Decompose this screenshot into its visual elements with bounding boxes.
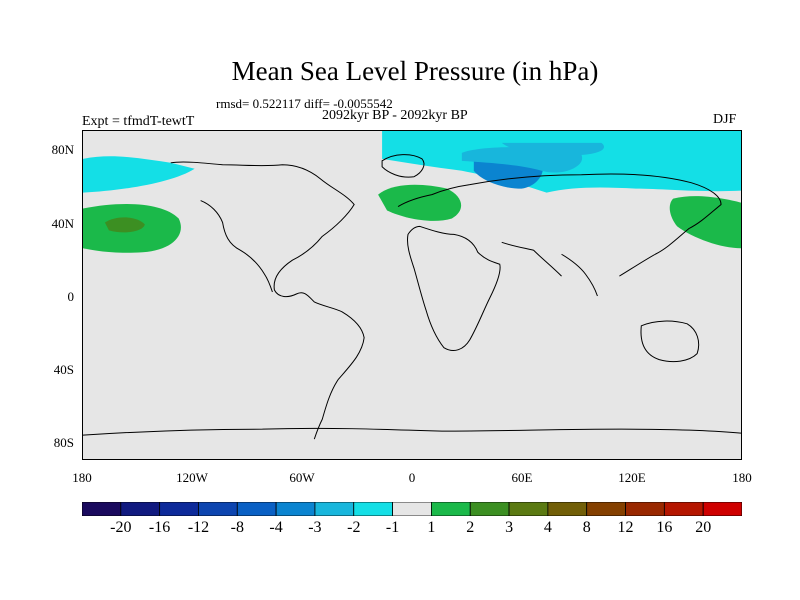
lon-label-60w: 60W [289,470,315,485]
lat-label-0: 0 [67,289,75,304]
colorbar-label: 3 [505,519,514,536]
colorbar-label: -2 [347,519,361,536]
lon-label-120w: 120W [176,470,208,485]
lon-label-180e: 180 [732,470,752,485]
period-text: 2092kyr BP - 2092kyr BP [322,108,468,123]
colorbar-label: 12 [617,519,634,536]
lat-label-80n: 80N [51,142,74,157]
map-title: Mean Sea Level Pressure (in hPa) [231,56,599,86]
colorbar-cell [82,502,122,516]
colorbar-cell [314,502,355,516]
coastlines [83,154,741,440]
colorbar-cell [275,502,316,516]
lat-label-40s: 40S [53,362,74,377]
pos-anomaly-west-pacific [669,196,741,249]
colorbar-label: 4 [543,519,552,536]
experiment-label: Expt = tfmdT-tewtT [82,114,195,129]
lon-label-0: 0 [408,470,416,485]
colorbar-label: 20 [695,519,712,536]
colorbar-cell [469,502,510,516]
colorbar-cell [392,502,432,516]
colorbar-cell [663,502,704,516]
lat-label-80s: 80S [53,435,74,450]
neg-anomaly-high-arctic [501,142,605,156]
colorbar-cell [586,502,626,516]
lon-label-120e: 120E [618,470,646,485]
colorbar-label: -20 [110,519,132,536]
lon-label-60e: 60E [511,470,533,485]
colorbar-label: 16 [656,519,673,536]
colorbar-cell [159,502,199,516]
colorbar-label: 1 [427,519,436,536]
neg-anomaly-arctic [83,156,195,193]
colorbar-label: 8 [582,519,591,536]
lon-label-180w: 180 [72,470,92,485]
colorbar-label: -16 [148,519,171,536]
pos-anomaly-north-pacific-core [104,217,145,233]
colorbar-cell [508,502,549,516]
colorbar-cell [702,502,742,516]
colorbar-label: -8 [230,519,244,536]
colorbar [82,502,742,516]
colorbar-label: -3 [308,519,322,536]
colorbar-label: 2 [466,519,475,536]
colorbar-cell [353,502,393,516]
season-label: DJF [713,112,737,127]
colorbar-cell [431,502,471,516]
colorbar-label: -12 [187,519,210,536]
stats-text: rmsd= 0.522117 diff= -0.0055542 [216,96,393,111]
colorbar-cell [625,502,665,516]
pressure-map [82,130,742,460]
colorbar-cell [120,502,161,516]
colorbar-cell [198,502,238,516]
lat-label-40n: 40N [51,216,74,231]
colorbar-label: -1 [385,519,400,536]
colorbar-cell [236,502,277,516]
pos-anomaly-europe [378,184,462,221]
colorbar-label: -4 [269,519,283,536]
colorbar-cell [547,502,588,516]
